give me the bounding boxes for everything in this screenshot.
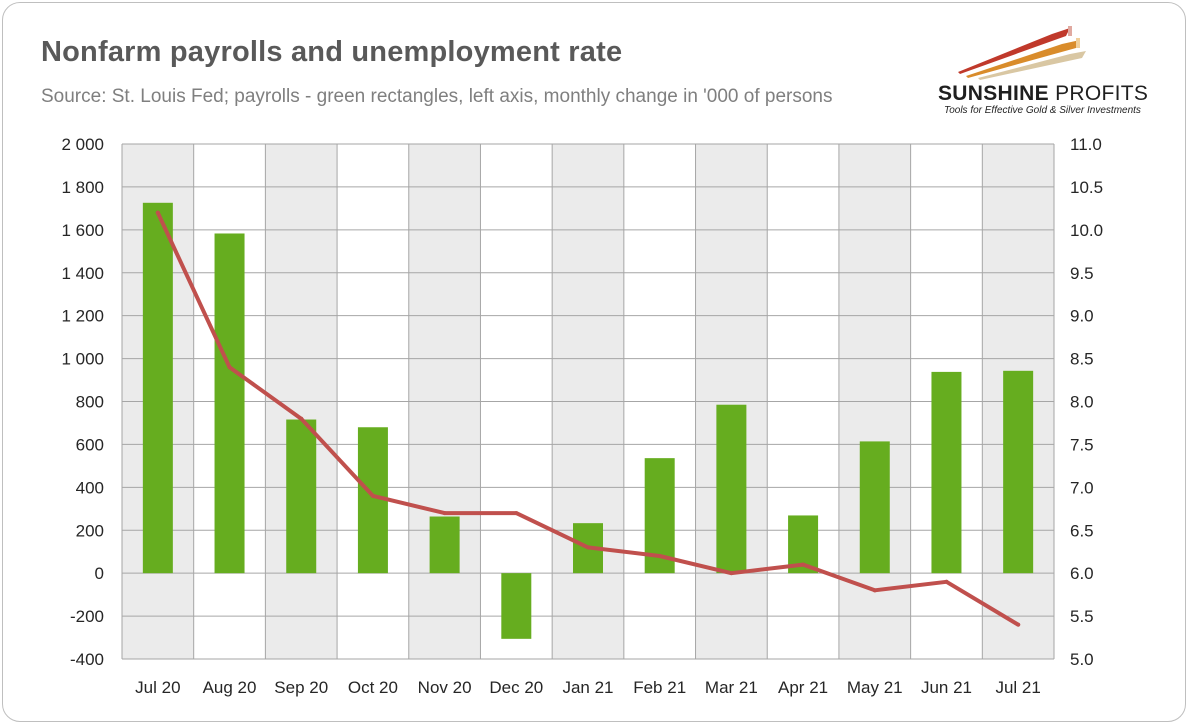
left-axis-tick-label: 1 600 [61,221,104,240]
x-axis-tick-label: Jul 21 [995,678,1040,697]
right-axis-tick-label: 7.5 [1070,435,1094,454]
logo-tagline: Tools for Effective Gold & Silver Invest… [944,105,1141,116]
payrolls-bar [931,371,962,574]
left-axis-tick-label: 0 [95,564,104,583]
left-axis-tick-label: 1 200 [61,307,104,326]
left-axis-tick-label: 400 [76,478,104,497]
unemployment-rate-point [155,210,160,215]
right-axis-tick-label: 9.5 [1070,264,1094,283]
unemployment-rate-point [442,511,447,516]
unemployment-rate-point [1016,622,1021,627]
right-axis-tick-label: 7.0 [1070,478,1094,497]
payrolls-bar [716,404,747,574]
right-axis-tick-label: 9.0 [1070,307,1094,326]
payrolls-bar [429,516,460,574]
chart-title: Nonfarm payrolls and unemployment rate [41,36,623,68]
x-axis-tick-label: Jun 21 [921,678,972,697]
unemployment-rate-point [514,511,519,516]
left-axis-tick-label: -200 [70,607,104,626]
unemployment-rate-point [729,571,734,576]
left-axis-tick-label: 2 000 [61,135,104,154]
x-axis-tick-label: Nov 20 [418,678,472,697]
unemployment-rate-point [872,588,877,593]
right-axis-tick-label: 6.5 [1070,521,1094,540]
x-axis-tick-label: Oct 20 [348,678,398,697]
x-axis-tick-label: May 21 [847,678,903,697]
right-axis-tick-label: 10.0 [1070,221,1103,240]
right-axis-tick-label: 6.0 [1070,564,1094,583]
unemployment-rate-point [227,365,232,370]
left-axis-tick-label: 600 [76,435,104,454]
left-axis-tick-label: 1 800 [61,178,104,197]
right-axis-tick-label: 10.5 [1070,178,1103,197]
x-axis-tick-label: Sep 20 [274,678,328,697]
logo-name-part1: SUNSHINE [938,82,1049,105]
payrolls-bar [286,419,317,574]
x-axis-tick-label: Feb 21 [633,678,686,697]
unemployment-rate-point [586,545,590,550]
right-axis-tick-label: 5.0 [1070,650,1094,669]
payrolls-bar [1003,370,1034,574]
right-axis-tick-label: 11.0 [1070,135,1102,154]
unemployment-rate-point [944,579,949,584]
x-axis-tick-label: Aug 20 [203,678,257,697]
x-axis-tick-label: Jan 21 [562,678,613,697]
right-axis-tick-label: 5.5 [1070,607,1094,626]
unemployment-rate-point [370,493,375,498]
left-axis-tick-label: 800 [76,393,104,412]
x-axis-tick-label: Apr 21 [778,678,828,697]
sunshine-profits-logo-icon [958,26,1086,80]
unemployment-rate-point [657,554,662,558]
unemployment-rate-point [299,416,304,421]
payrolls-bar [859,441,890,574]
right-axis-tick-label: 8.5 [1070,350,1094,369]
payrolls-bar [214,233,245,574]
left-axis-tick-label: 1 000 [61,350,104,369]
x-axis-tick-label: Mar 21 [705,678,758,697]
payrolls-bar [501,573,532,639]
x-axis-tick-label: Dec 20 [489,678,543,697]
unemployment-rate-point [801,562,806,567]
left-axis-tick-label: -400 [70,650,104,669]
x-axis-tick-label: Jul 20 [135,678,180,697]
logo-name: SUNSHINE PROFITS [938,82,1148,106]
right-axis-tick-label: 8.0 [1070,393,1094,412]
logo-name-part2: PROFITS [1055,82,1149,105]
left-axis-tick-label: 200 [76,521,104,540]
chart-subtitle: Source: St. Louis Fed; payrolls - green … [41,86,833,107]
payrolls-bar [142,202,173,574]
left-axis-tick-label: 1 400 [61,264,104,283]
